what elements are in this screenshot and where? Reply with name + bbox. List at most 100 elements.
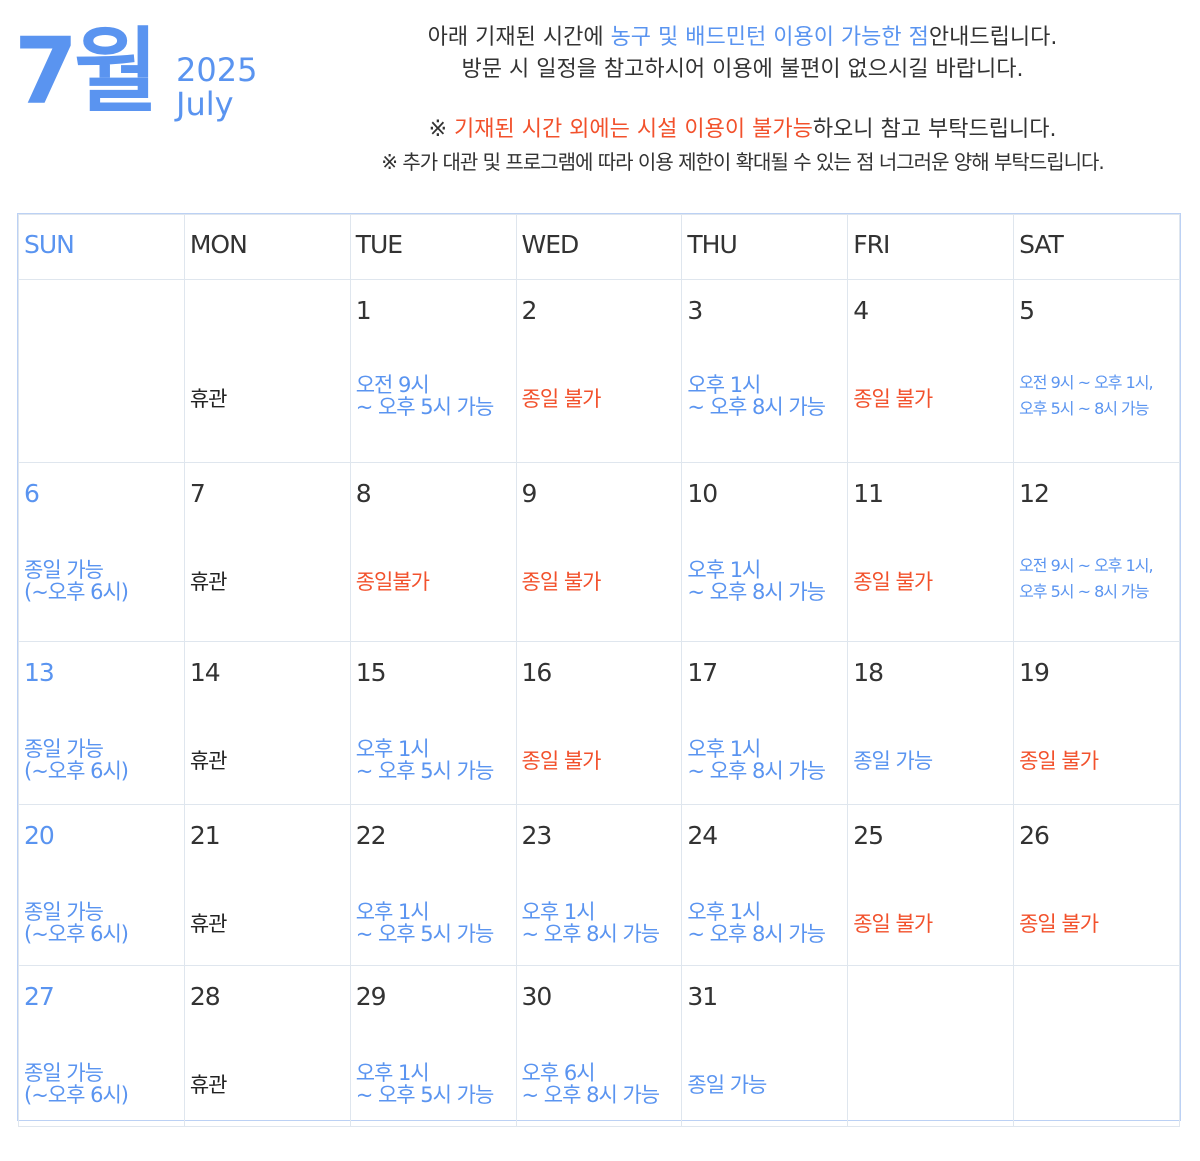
availability-line: 오전 9시 ~ 오후 1시, <box>1019 373 1154 392</box>
availability-status: 오후 1시 ~ 오후 5시 가능 <box>356 738 514 782</box>
day-number: 7 <box>189 479 206 508</box>
availability-line: 휴관 <box>189 387 228 411</box>
weekday-sun: SUN <box>18 214 185 280</box>
availability-line: ~ 오후 5시 가능 <box>355 759 495 783</box>
availability-status: 종일 불가 <box>853 913 1011 935</box>
availability-status: 종일 가능 (~오후 6시) <box>24 738 182 782</box>
availability-line: 종일 가능 <box>853 749 933 773</box>
availability-status: 휴관 <box>190 388 348 410</box>
year-label: 2025 <box>176 51 258 89</box>
availability-line: 종일 가능 <box>24 900 104 924</box>
availability-status: 오전 9시 ~ 오후 5시 가능 <box>356 374 514 418</box>
day-cell: 31 종일 가능 <box>681 965 849 1127</box>
availability-line: 오후 1시 <box>687 900 761 924</box>
year-month-label: 2025 July <box>176 51 258 123</box>
availability-line: 종일 불가 <box>853 912 933 936</box>
day-number: 18 <box>853 658 884 687</box>
day-number: 16 <box>521 658 553 687</box>
notice-line-3: ※ 기재된 시간 외에는 시설 이용이 불가능하오니 참고 부탁드립니다. <box>428 117 1057 142</box>
availability-status: 종일불가 <box>356 571 514 593</box>
availability-status: 오후 1시 ~ 오후 8시 가능 <box>687 559 845 603</box>
day-number: 12 <box>1019 479 1050 508</box>
availability-status: 종일 불가 <box>522 750 680 772</box>
week-row: 13 종일 가능 (~오후 6시) 14 휴관 15 오후 1시 ~ 오후 5시 가능 16 종일… <box>18 641 1180 805</box>
availability-line: (~오후 6시) <box>24 580 129 604</box>
availability-status: 종일 가능 (~오후 6시) <box>24 901 182 945</box>
availability-line: 오후 5시 ~ 8시 가능 <box>1019 399 1149 418</box>
notice-highlight-unavailable: 기재된 시간 외에는 시설 이용이 불가능 <box>454 117 813 142</box>
day-cell: 3 오후 1시 ~ 오후 8시 가능 <box>681 279 849 463</box>
day-cell <box>847 965 1015 1127</box>
availability-line: 오후 1시 <box>355 900 430 924</box>
weekday-fri: FRI <box>847 214 1015 280</box>
weekday-thu: THU <box>681 214 849 280</box>
availability-line: 종일 불가 <box>853 387 933 411</box>
availability-status: 휴관 <box>190 913 348 935</box>
day-cell: 12 오전 9시 ~ 오후 1시, 오후 5시 ~ 8시 가능 <box>1013 462 1180 642</box>
day-cell: 29 오후 1시 ~ 오후 5시 가능 <box>349 965 517 1127</box>
day-number: 6 <box>24 479 40 508</box>
availability-line: 종일 가능 <box>24 1061 104 1085</box>
day-number: 13 <box>24 658 55 687</box>
day-number: 19 <box>1019 658 1050 687</box>
day-cell: 8 종일불가 <box>349 462 517 642</box>
availability-line: 종일 불가 <box>1019 749 1099 773</box>
week-row: 6 종일 가능 (~오후 6시) 7 휴관 8 종일불가 9 종일 불가 10 오후 1시 ~ 오후 … <box>18 462 1180 642</box>
day-number: 28 <box>189 982 221 1011</box>
availability-line: 종일 불가 <box>521 749 602 773</box>
day-cell: 19 종일 불가 <box>1013 641 1180 805</box>
availability-line: ~ 오후 5시 가능 <box>355 922 495 946</box>
day-number: 4 <box>853 296 869 325</box>
day-cell: 11 종일 불가 <box>847 462 1015 642</box>
availability-status: 휴관 <box>190 571 348 593</box>
availability-status: 오후 6시 ~ 오후 8시 가능 <box>522 1062 680 1106</box>
day-cell: 16 종일 불가 <box>515 641 683 805</box>
notice-line-4: ※ 추가 대관 및 프로그램에 따라 이용 제한이 확대될 수 있는 점 너그러… <box>381 150 1105 174</box>
day-cell <box>18 279 185 463</box>
day-cell: 13 종일 가능 (~오후 6시) <box>18 641 185 805</box>
day-cell: 26 종일 불가 <box>1013 804 1180 966</box>
weekday-header-row: SUN MON TUE WED THU FRI SAT <box>18 214 1180 280</box>
availability-line: (~오후 6시) <box>24 922 129 946</box>
availability-line: 종일 불가 <box>853 570 933 594</box>
day-number: 3 <box>687 296 703 325</box>
availability-line: 오후 1시 <box>687 558 761 582</box>
day-cell: 20 종일 가능 (~오후 6시) <box>18 804 185 966</box>
day-number: 27 <box>24 982 55 1011</box>
weekday-tue: TUE <box>349 214 517 280</box>
availability-line: 오후 6시 <box>521 1061 596 1085</box>
month-english-label: July <box>176 84 234 123</box>
availability-status: 종일 불가 <box>1019 750 1177 772</box>
availability-status: 종일 불가 <box>522 571 680 593</box>
day-cell <box>1013 965 1180 1127</box>
weekday-sat: SAT <box>1013 214 1180 280</box>
day-cell: 24 오후 1시 ~ 오후 8시 가능 <box>681 804 849 966</box>
day-number: 17 <box>687 658 718 687</box>
day-cell: 27 종일 가능 (~오후 6시) <box>18 965 185 1127</box>
availability-status: 종일 불가 <box>853 571 1011 593</box>
availability-status: 종일 가능 <box>687 1074 845 1096</box>
availability-line: ~ 오후 8시 가능 <box>687 395 826 419</box>
availability-status: 종일 불가 <box>522 388 680 410</box>
availability-status: 오후 1시 ~ 오후 5시 가능 <box>356 901 514 945</box>
calendar: SUN MON TUE WED THU FRI SAT 휴관 1 오전 9시 ~ 오후… <box>17 213 1181 1127</box>
availability-status: 오전 9시 ~ 오후 1시, 오후 5시 ~ 8시 가능 <box>1019 370 1177 422</box>
day-number: 11 <box>853 479 884 508</box>
availability-line: 휴관 <box>189 749 228 773</box>
notice-block: 아래 기재된 시간에 농구 및 배드민턴 이용이 가능한 점안내드립니다. 방문… <box>300 22 1185 178</box>
week-row: 휴관 1 오전 9시 ~ 오후 5시 가능 2 종일 불가 3 오후 1시 ~ 오후 8시 가능… <box>18 279 1180 463</box>
day-number: 5 <box>1019 296 1035 325</box>
availability-line: 오전 9시 ~ 오후 1시, <box>1019 556 1154 575</box>
availability-line: ~ 오후 8시 가능 <box>687 580 826 604</box>
day-cell: 휴관 <box>183 279 351 463</box>
day-number: 15 <box>355 658 387 687</box>
day-number: 29 <box>355 982 387 1011</box>
day-cell: 22 오후 1시 ~ 오후 5시 가능 <box>349 804 517 966</box>
availability-line: 오후 1시 <box>521 900 596 924</box>
availability-line: ~ 오후 5시 가능 <box>355 1083 495 1107</box>
availability-line: (~오후 6시) <box>24 1083 129 1107</box>
day-cell: 7 휴관 <box>183 462 351 642</box>
day-cell: 15 오후 1시 ~ 오후 5시 가능 <box>349 641 517 805</box>
availability-status: 오후 1시 ~ 오후 8시 가능 <box>687 374 845 418</box>
day-cell: 17 오후 1시 ~ 오후 8시 가능 <box>681 641 849 805</box>
